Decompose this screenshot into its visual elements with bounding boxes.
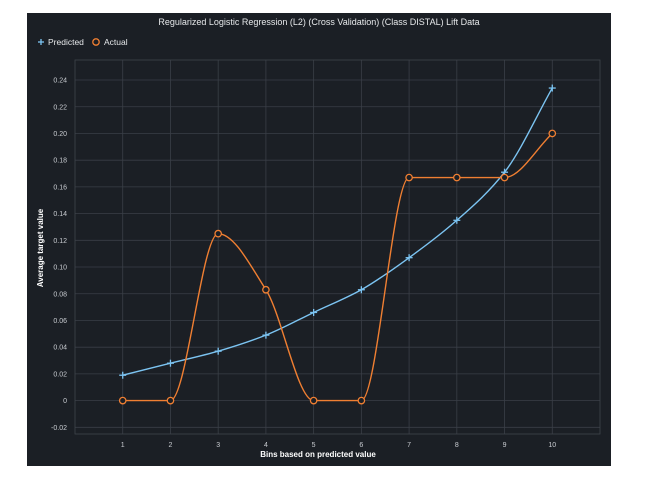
plot-area <box>74 59 601 435</box>
y-tick-label: 0.24 <box>53 78 67 85</box>
x-tick-label: 6 <box>359 442 363 449</box>
point-predicted <box>548 84 556 92</box>
legend-item-predicted[interactable]: Predicted <box>38 37 84 47</box>
point-actual <box>452 173 461 182</box>
point-actual <box>166 396 175 405</box>
point-predicted <box>453 216 461 224</box>
chart-title: Regularized Logistic Regression (L2) (Cr… <box>158 17 479 27</box>
grid-layer <box>75 60 600 434</box>
x-tick-label: 5 <box>312 442 316 449</box>
y-tick-label: 0 <box>63 398 67 405</box>
x-tick-label: 10 <box>548 442 556 449</box>
point-actual <box>357 396 366 405</box>
x-axis-label: Bins based on predicted value <box>260 450 376 459</box>
legend-item-actual[interactable]: Actual <box>92 37 128 47</box>
x-tick-label: 8 <box>455 442 459 449</box>
point-predicted <box>357 286 365 294</box>
y-tick-label: 0.14 <box>53 211 67 218</box>
point-actual <box>118 396 127 405</box>
y-tick-label: 0.16 <box>53 184 67 191</box>
y-tick-label: 0.18 <box>53 158 67 165</box>
x-tick-labels: 1 2 3 4 5 6 7 8 9 10 <box>121 442 556 449</box>
x-tick-label: 4 <box>264 442 268 449</box>
point-predicted <box>119 371 127 379</box>
y-tick-label: 0.22 <box>53 104 67 111</box>
y-tick-label: 0.08 <box>53 291 67 298</box>
y-tick-label: 0.04 <box>53 345 67 352</box>
legend-actual-label: Actual <box>104 37 128 47</box>
point-predicted <box>262 331 270 339</box>
series-line-actual <box>122 132 553 402</box>
point-actual <box>500 173 509 182</box>
y-tick-labels: -0.02 0 0.02 0.04 0.06 0.08 0.10 0.12 0.14 0.16 0.… <box>51 78 67 432</box>
legend-predicted-marker <box>38 39 44 45</box>
x-tick-label: 3 <box>216 442 220 449</box>
y-tick-label: 0.06 <box>53 318 67 325</box>
point-actual <box>262 285 270 294</box>
point-predicted <box>214 347 222 355</box>
chart-panel: Regularized Logistic Regression (L2) (Cr… <box>27 13 611 466</box>
y-tick-label: 0.02 <box>53 371 67 378</box>
legend-actual-marker <box>92 38 100 46</box>
point-predicted <box>310 308 318 316</box>
y-tick-label: 0.10 <box>53 265 67 272</box>
point-actual <box>214 229 223 238</box>
point-actual <box>405 173 413 182</box>
x-tick-label: 1 <box>121 442 125 449</box>
point-predicted <box>405 254 413 262</box>
series-line-predicted <box>122 87 553 376</box>
legend-predicted-label: Predicted <box>48 37 84 47</box>
x-tick-label: 2 <box>169 442 173 449</box>
y-tick-label: 0.20 <box>53 131 67 138</box>
point-actual <box>309 396 318 405</box>
y-axis-label: Average target value <box>36 208 45 287</box>
point-actual <box>548 129 557 138</box>
lift-chart: Regularized Logistic Regression (L2) (Cr… <box>36 17 601 459</box>
x-tick-label: 7 <box>407 442 411 449</box>
point-predicted <box>166 359 174 367</box>
series-layer <box>118 84 557 405</box>
y-tick-label: 0.12 <box>53 238 67 245</box>
y-tick-label: -0.02 <box>51 425 67 432</box>
x-tick-label: 9 <box>503 442 507 449</box>
legend[interactable]: Predicted Actual <box>38 37 128 47</box>
